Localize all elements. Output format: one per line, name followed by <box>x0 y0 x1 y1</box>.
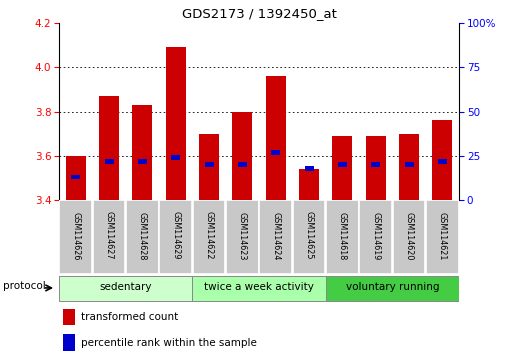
Text: GSM114628: GSM114628 <box>138 211 147 260</box>
Text: GSM114627: GSM114627 <box>105 211 113 260</box>
Bar <box>63 309 75 325</box>
Bar <box>260 200 292 274</box>
Bar <box>63 335 75 351</box>
Bar <box>399 133 419 200</box>
Bar <box>205 162 213 167</box>
Bar <box>360 200 392 274</box>
Bar <box>338 162 347 167</box>
Bar <box>366 136 386 200</box>
Text: GSM114618: GSM114618 <box>338 212 347 260</box>
Bar <box>193 200 225 274</box>
Text: GSM114621: GSM114621 <box>438 211 447 260</box>
Bar <box>126 200 159 274</box>
Text: GSM114624: GSM114624 <box>271 211 280 260</box>
Text: GSM114620: GSM114620 <box>405 211 413 260</box>
Bar <box>192 276 326 301</box>
Text: GSM114619: GSM114619 <box>371 211 380 260</box>
Bar <box>238 162 247 167</box>
Bar <box>60 200 92 274</box>
Bar <box>266 76 286 200</box>
Bar <box>271 150 280 155</box>
Bar <box>305 166 313 171</box>
Bar <box>226 200 259 274</box>
Text: GSM114623: GSM114623 <box>238 211 247 260</box>
Bar <box>59 276 192 301</box>
Bar <box>232 112 252 200</box>
Bar <box>326 276 459 301</box>
Bar <box>132 105 152 200</box>
Bar <box>432 120 452 200</box>
Bar <box>405 162 413 167</box>
Bar <box>371 162 380 167</box>
Text: GSM114622: GSM114622 <box>205 211 213 260</box>
Bar <box>332 136 352 200</box>
Bar <box>199 133 219 200</box>
Bar <box>166 47 186 200</box>
Bar <box>138 159 147 164</box>
Text: sedentary: sedentary <box>100 282 152 292</box>
Bar <box>326 200 359 274</box>
Text: percentile rank within the sample: percentile rank within the sample <box>81 338 257 348</box>
Bar <box>299 169 319 200</box>
Text: GSM114629: GSM114629 <box>171 211 180 260</box>
Text: protocol: protocol <box>3 281 46 291</box>
Bar <box>99 96 119 200</box>
Title: GDS2173 / 1392450_at: GDS2173 / 1392450_at <box>182 7 337 21</box>
Bar <box>438 159 447 164</box>
Text: twice a week activity: twice a week activity <box>204 282 314 292</box>
Text: GSM114625: GSM114625 <box>305 211 313 260</box>
Bar <box>71 175 80 179</box>
Text: voluntary running: voluntary running <box>346 282 439 292</box>
Bar <box>93 200 125 274</box>
Bar <box>105 159 113 164</box>
Text: transformed count: transformed count <box>81 312 178 322</box>
Bar <box>171 155 180 160</box>
Bar <box>426 200 459 274</box>
Bar <box>160 200 192 274</box>
Bar <box>393 200 425 274</box>
Bar <box>293 200 325 274</box>
Bar <box>66 156 86 200</box>
Text: GSM114626: GSM114626 <box>71 211 80 260</box>
